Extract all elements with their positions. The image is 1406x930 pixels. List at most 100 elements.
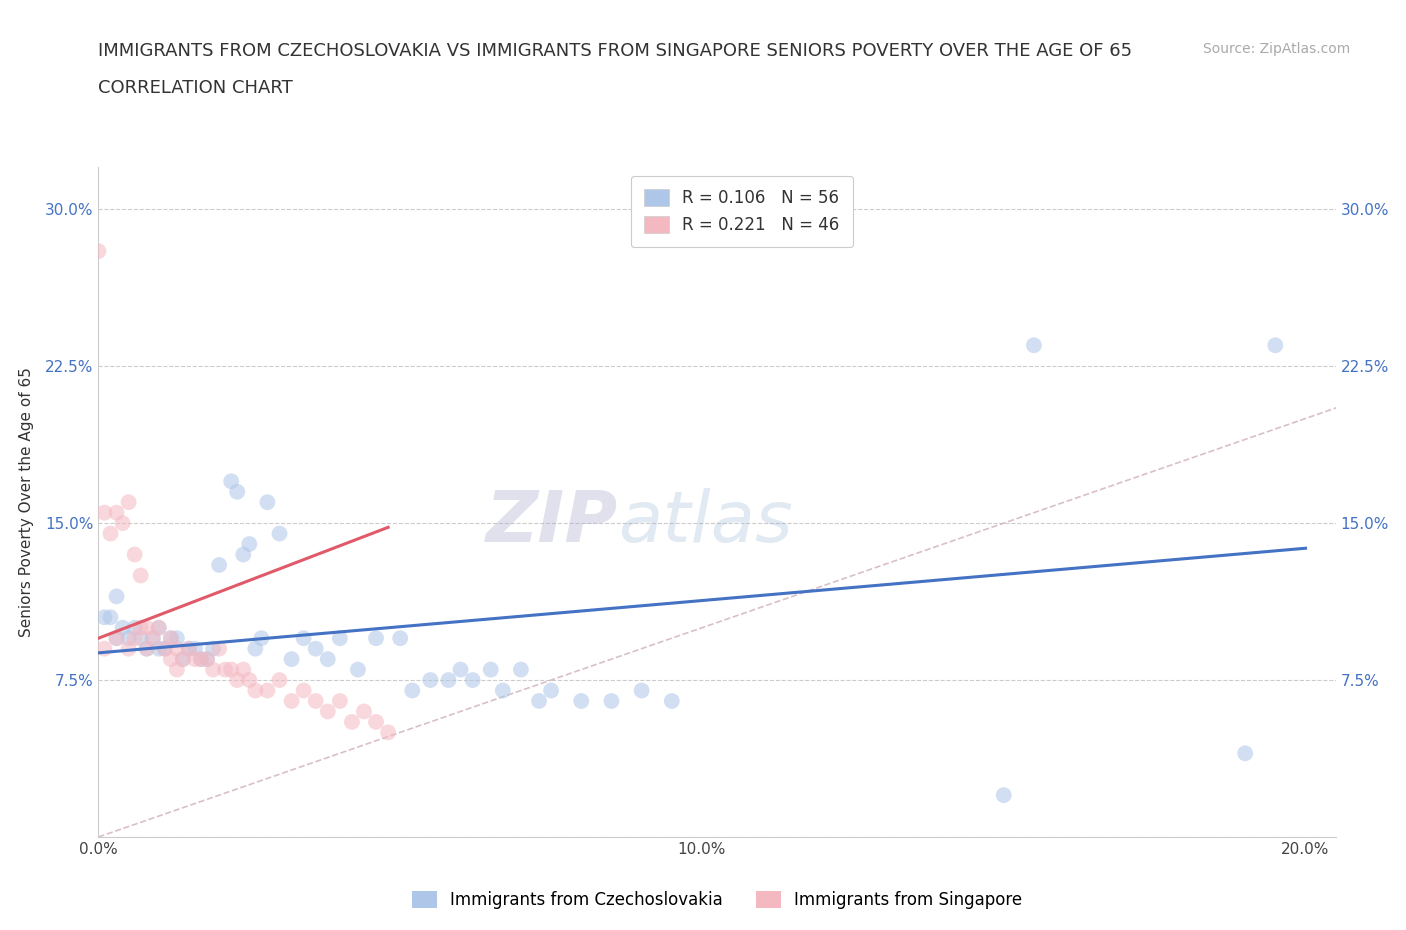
Point <box>117 631 139 645</box>
Point <box>124 631 146 645</box>
Point <box>245 642 267 657</box>
Point <box>202 642 225 657</box>
Point <box>401 683 423 698</box>
Point <box>160 631 183 645</box>
Point <box>630 683 652 698</box>
Point <box>479 662 502 677</box>
Point <box>437 672 460 687</box>
Point <box>153 642 176 657</box>
Point <box>124 620 146 635</box>
Point <box>111 620 134 635</box>
Point <box>256 495 278 510</box>
Point <box>93 610 115 625</box>
Point <box>184 642 207 657</box>
Point <box>527 694 550 709</box>
Point <box>105 631 128 645</box>
Point <box>117 642 139 657</box>
Text: IMMIGRANTS FROM CZECHOSLOVAKIA VS IMMIGRANTS FROM SINGAPORE SENIORS POVERTY OVER: IMMIGRANTS FROM CZECHOSLOVAKIA VS IMMIGR… <box>98 42 1133 60</box>
Point <box>177 642 200 657</box>
Point <box>135 642 157 657</box>
Point <box>93 642 115 657</box>
Point <box>569 694 592 709</box>
Point <box>124 547 146 562</box>
Point <box>450 662 472 677</box>
Point <box>316 652 339 667</box>
Point <box>135 620 157 635</box>
Point <box>364 631 387 645</box>
Point <box>305 642 328 657</box>
Point <box>280 694 302 709</box>
Point <box>142 631 165 645</box>
Point <box>208 642 231 657</box>
Point <box>377 725 399 740</box>
Point <box>190 652 212 667</box>
Point <box>245 683 267 698</box>
Point <box>166 642 188 657</box>
Point <box>153 642 176 657</box>
Point <box>160 652 183 667</box>
Point <box>166 631 188 645</box>
Point <box>87 244 110 259</box>
Point <box>1022 338 1045 352</box>
Point <box>100 526 122 541</box>
Point <box>250 631 273 645</box>
Point <box>232 662 254 677</box>
Point <box>129 620 152 635</box>
Point <box>208 558 231 573</box>
Point <box>93 505 115 520</box>
Point <box>340 714 363 729</box>
Point <box>269 672 291 687</box>
Point <box>202 662 225 677</box>
Point <box>148 620 170 635</box>
Point <box>347 662 370 677</box>
Point <box>226 485 249 499</box>
Text: Source: ZipAtlas.com: Source: ZipAtlas.com <box>1202 42 1350 56</box>
Text: CORRELATION CHART: CORRELATION CHART <box>98 79 294 97</box>
Point <box>292 631 315 645</box>
Point <box>219 662 242 677</box>
Point <box>993 788 1015 803</box>
Point <box>269 526 291 541</box>
Point <box>238 672 260 687</box>
Y-axis label: Seniors Poverty Over the Age of 65: Seniors Poverty Over the Age of 65 <box>18 367 34 637</box>
Point <box>256 683 278 698</box>
Point <box>129 631 152 645</box>
Point <box>226 672 249 687</box>
Point <box>238 537 260 551</box>
Point <box>195 652 218 667</box>
Point <box>166 662 188 677</box>
Point <box>600 694 623 709</box>
Point <box>172 652 194 667</box>
Point <box>129 568 152 583</box>
Point <box>111 516 134 531</box>
Point <box>232 547 254 562</box>
Point <box>329 631 352 645</box>
Point <box>461 672 484 687</box>
Point <box>1234 746 1257 761</box>
Point <box>353 704 375 719</box>
Point <box>172 652 194 667</box>
Point <box>195 652 218 667</box>
Point <box>329 694 352 709</box>
Point <box>160 631 183 645</box>
Point <box>305 694 328 709</box>
Point <box>219 474 242 489</box>
Point <box>105 589 128 604</box>
Point <box>492 683 515 698</box>
Point <box>1264 338 1286 352</box>
Point <box>540 683 562 698</box>
Text: atlas: atlas <box>619 488 793 557</box>
Point <box>105 631 128 645</box>
Point <box>148 642 170 657</box>
Point <box>661 694 683 709</box>
Point <box>100 610 122 625</box>
Point <box>509 662 531 677</box>
Legend: Immigrants from Czechoslovakia, Immigrants from Singapore: Immigrants from Czechoslovakia, Immigran… <box>405 884 1029 916</box>
Point <box>177 642 200 657</box>
Point <box>419 672 441 687</box>
Point <box>389 631 412 645</box>
Point <box>292 683 315 698</box>
Point <box>142 631 165 645</box>
Point <box>214 662 236 677</box>
Point <box>280 652 302 667</box>
